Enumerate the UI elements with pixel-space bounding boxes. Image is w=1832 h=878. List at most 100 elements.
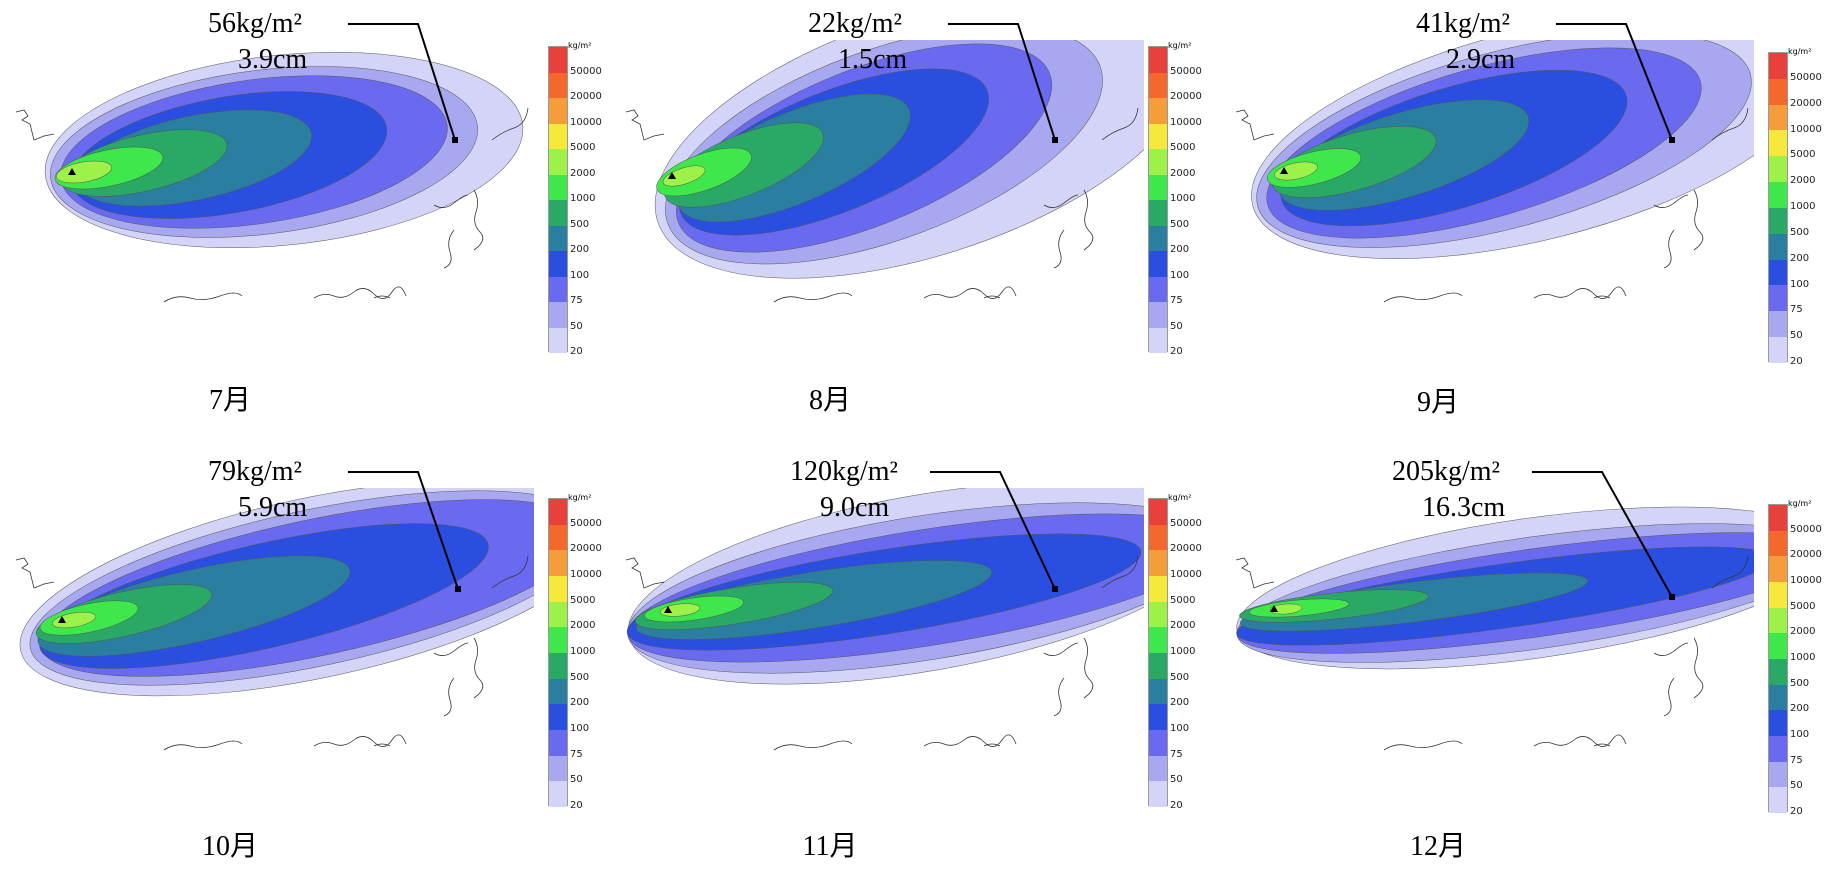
- colorbar-tick-label: 2000: [570, 167, 596, 179]
- colorbar-tick-label: 2000: [1170, 167, 1196, 179]
- colorbar-tick-label: 20000: [570, 91, 602, 102]
- colorbar-tick-label: 200: [570, 244, 590, 255]
- colorbar-unit: kg/m²: [568, 493, 592, 502]
- map-panel: 41kg/m² 2.9cm kg/m² 50000 20000 10000 5000 2000…: [1220, 0, 1830, 430]
- colorbar-tick-label: 500: [1790, 677, 1810, 689]
- colorbar-swatch: [549, 524, 567, 551]
- coastline: [1663, 677, 1675, 717]
- callout-leader: [930, 471, 1056, 590]
- colorbar-swatch: [1769, 684, 1787, 711]
- callout-leader: [1556, 23, 1673, 141]
- volcano-marker: [68, 168, 76, 175]
- coastline: [1383, 292, 1463, 303]
- colorbar-swatch: [1769, 311, 1787, 338]
- month-label: 11月: [802, 831, 858, 862]
- colorbar-tick-label: 20: [1790, 806, 1803, 817]
- colorbar-tick-label: 1000: [1170, 193, 1196, 204]
- colorbar-legend: kg/m² 50000 20000 10000 5000 2000 1000 500 200 10…: [1768, 47, 1832, 367]
- colorbar-swatch: [549, 98, 567, 124]
- colorbar-swatch: [1769, 156, 1787, 183]
- colorbar-swatch: [1149, 98, 1167, 124]
- ash-deposit-map: [15, 51, 529, 303]
- coastline: [491, 107, 529, 141]
- deposit-callout: 79kg/m² 5.9cm: [208, 454, 307, 526]
- callout-leader: [348, 23, 456, 141]
- colorbar-tick-label: 75: [1170, 748, 1183, 760]
- colorbar-swatch: [1149, 149, 1167, 175]
- colorbar-swatch: [549, 276, 567, 302]
- volcano-marker: [1280, 167, 1288, 174]
- month-label: 8月: [808, 385, 851, 416]
- colorbar-swatch: [549, 200, 567, 226]
- colorbar-swatch: [549, 575, 567, 602]
- colorbar-tick-label: 20: [570, 346, 583, 357]
- colorbar-swatch: [1149, 575, 1167, 602]
- colorbar-swatch: [1769, 285, 1787, 312]
- colorbar-tick-label: 10000: [1790, 123, 1822, 135]
- map-panel: 205kg/m² 16.3cm kg/m² 50000 20000 10000 5000 20…: [1220, 448, 1830, 878]
- colorbar-tick-label: 500: [1170, 218, 1190, 230]
- colorbar-unit: kg/m²: [1168, 493, 1192, 502]
- colorbar-tick-label: 75: [1790, 304, 1803, 316]
- coastline: [625, 557, 665, 589]
- colorbar-tick-label: 200: [1790, 252, 1810, 264]
- callout-leader: [1532, 471, 1673, 598]
- deposit-mass-label: 41kg/m²: [1416, 8, 1510, 39]
- colorbar-swatch: [549, 601, 567, 628]
- colorbar-swatch: [549, 755, 567, 782]
- colorbar-tick-label: 500: [570, 218, 590, 230]
- colorbar-swatch: [1769, 761, 1787, 788]
- colorbar-swatch: [549, 72, 567, 98]
- coastline: [1053, 229, 1065, 269]
- colorbar-legend: kg/m² 50000 20000 10000 5000 2000 1000 500 200 10…: [548, 493, 618, 811]
- deposit-mass-label: 22kg/m²: [808, 8, 902, 39]
- coastline: [923, 286, 1017, 299]
- colorbar-swatch: [549, 251, 567, 277]
- colorbar-swatch: [1769, 53, 1787, 79]
- volcano-marker: [58, 616, 66, 623]
- coastline: [1711, 555, 1749, 589]
- colorbar-tick-label: 500: [1790, 226, 1810, 238]
- coastline: [373, 743, 391, 747]
- colorbar-tick-label: 50: [1170, 320, 1183, 332]
- deposit-callout: 120kg/m² 9.0cm: [790, 454, 898, 526]
- colorbar-tick-label: 20000: [570, 543, 602, 555]
- coastline: [1693, 637, 1704, 699]
- colorbar-swatch: [549, 123, 567, 149]
- colorbar-swatch: [1149, 781, 1167, 807]
- colorbar-tick-label: 20000: [1170, 91, 1202, 102]
- contour-band: [1274, 161, 1318, 181]
- coastline: [1533, 286, 1627, 299]
- colorbar-tick-label: 100: [570, 269, 590, 281]
- colorbar-swatch: [549, 174, 567, 200]
- colorbar-swatch: [1149, 550, 1167, 576]
- coastline: [1663, 229, 1675, 269]
- colorbar-swatch: [549, 729, 567, 756]
- colorbar-swatch: [1769, 182, 1787, 208]
- colorbar-tick-label: 5000: [1170, 594, 1196, 606]
- colorbar-swatch: [1769, 530, 1787, 557]
- coastline: [15, 557, 55, 589]
- coastline: [433, 642, 469, 656]
- colorbar-tick-label: 5000: [570, 594, 596, 606]
- colorbar-tick-label: 2000: [1790, 175, 1816, 187]
- ash-deposit-map: [625, 488, 1144, 751]
- colorbar-tick-label: 20: [1170, 800, 1183, 811]
- deposit-thickness-label: 5.9cm: [238, 492, 308, 523]
- colorbar-tick-label: 2000: [1790, 626, 1816, 638]
- colorbar-tick-label: 50000: [570, 517, 602, 529]
- colorbar-tick-label: 1000: [570, 193, 596, 204]
- map-panel: 22kg/m² 1.5cm kg/m² 50000 20000 10000 5000 2000…: [610, 0, 1220, 430]
- colorbar-swatch: [1769, 104, 1787, 131]
- coastline: [773, 292, 853, 303]
- coastline: [1101, 555, 1139, 589]
- colorbar-swatch: [549, 499, 567, 525]
- colorbar-swatch: [1769, 505, 1787, 531]
- month-label: 10月: [201, 831, 258, 862]
- ash-deposit-map: [1235, 506, 1754, 751]
- volcano-marker: [664, 606, 672, 613]
- coastline: [373, 295, 391, 299]
- colorbar-unit: kg/m²: [1788, 499, 1812, 508]
- colorbar-tick-label: 50: [1790, 330, 1803, 342]
- colorbar-swatch: [549, 225, 567, 251]
